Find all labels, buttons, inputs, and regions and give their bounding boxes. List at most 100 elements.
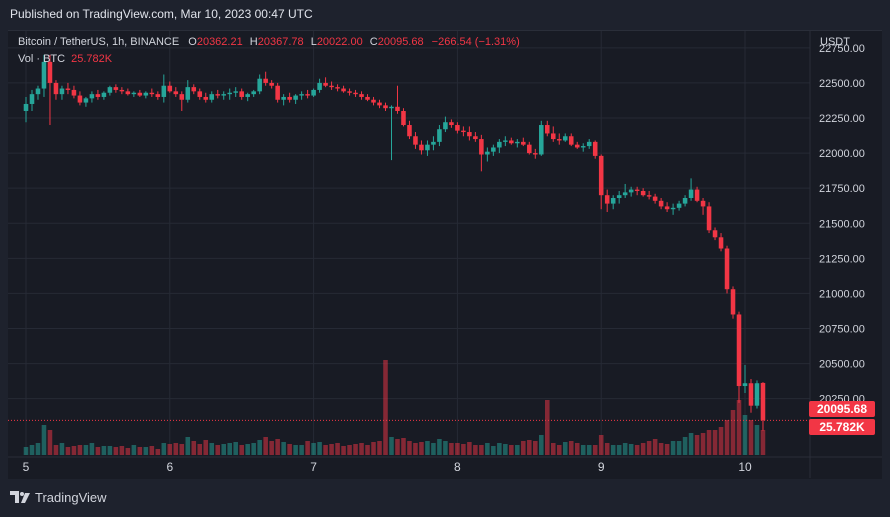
candle-body	[562, 136, 568, 141]
candle-body	[407, 125, 412, 137]
candle-body	[371, 99, 376, 103]
candle-body	[509, 140, 514, 144]
volume-bar	[724, 420, 730, 455]
candle-body	[47, 61, 53, 83]
volume-bar	[670, 441, 676, 455]
volume-bar	[83, 445, 89, 455]
candle-body	[449, 122, 454, 126]
candle-body	[173, 91, 179, 95]
time-tick-label: 7	[310, 460, 317, 474]
volume-bar	[119, 446, 125, 455]
candle-body	[455, 125, 460, 131]
candle-body	[113, 87, 119, 90]
volume-bar	[131, 445, 137, 455]
candle-body	[269, 82, 274, 86]
candle-body	[616, 195, 622, 198]
volume-bar	[101, 446, 107, 455]
high-value: 20367.78	[257, 36, 304, 48]
price-tick-label: 22000.00	[819, 148, 865, 160]
volume-bar	[41, 425, 47, 455]
candle-body	[353, 92, 358, 95]
candle-body	[323, 82, 328, 86]
candle-body	[71, 89, 77, 96]
candle-body	[137, 92, 143, 96]
volume-bar	[287, 444, 292, 455]
price-tick-label: 21250.00	[819, 253, 865, 265]
volume-bar	[658, 443, 664, 455]
volume-bar	[407, 441, 412, 455]
currency-label: USDT	[820, 36, 850, 48]
volume-bar	[646, 441, 652, 455]
price-tick-label: 21750.00	[819, 183, 865, 195]
volume-bar	[263, 437, 268, 455]
candle-body	[383, 105, 388, 109]
candle-body	[185, 87, 191, 100]
candle-body	[652, 196, 658, 201]
volume-bar	[275, 439, 280, 455]
volume-bar	[688, 433, 694, 455]
candle-body	[688, 189, 694, 198]
candle-body	[227, 92, 232, 95]
candle-body	[395, 106, 400, 111]
volume-bar	[305, 441, 310, 455]
candle-body	[425, 144, 430, 151]
volume-bar	[317, 442, 322, 455]
candle-body	[221, 94, 227, 96]
published-caption: Published on TradingView.com, Mar 10, 20…	[10, 7, 313, 21]
volume-bar	[694, 435, 700, 455]
volume-bar	[293, 445, 298, 455]
candle-body	[503, 140, 508, 142]
candle-body	[479, 139, 484, 155]
candle-body	[664, 206, 670, 210]
chart-panel[interactable]	[8, 30, 882, 479]
footer-brand: TradingView	[10, 490, 107, 505]
volume-bar	[580, 445, 586, 455]
volume-bar	[473, 445, 478, 455]
candle-body	[263, 78, 268, 83]
close-value: 20095.68	[377, 36, 424, 48]
candle-body	[389, 106, 394, 109]
candle-body	[149, 92, 155, 95]
candle-body	[317, 82, 322, 90]
volume-bar	[353, 444, 358, 455]
candles	[23, 54, 766, 431]
candle-body	[281, 96, 286, 100]
candle-body	[736, 314, 742, 387]
candle-body	[533, 153, 538, 155]
volume-bar	[161, 443, 167, 455]
volume-bar	[634, 445, 640, 455]
volume-bar	[191, 441, 197, 455]
candle-body	[682, 197, 688, 204]
candle-body	[179, 94, 185, 100]
volume-bar	[425, 441, 430, 455]
volume-bar	[622, 443, 628, 455]
volume-bar	[23, 447, 29, 455]
candle-body	[35, 88, 41, 95]
volume-bar	[736, 400, 742, 455]
volume-bar	[592, 445, 598, 455]
candle-body	[592, 141, 598, 156]
candle-body	[41, 61, 47, 89]
candle-body	[550, 133, 556, 140]
candle-body	[65, 88, 71, 90]
volume-bar	[467, 442, 472, 455]
candle-body	[539, 125, 544, 155]
volume-bar	[706, 430, 712, 455]
volume-bar	[371, 442, 376, 455]
candle-body	[311, 89, 316, 96]
volume-legend: Vol · BTC 25.782K	[18, 53, 112, 65]
candle-body	[197, 91, 203, 97]
candle-body	[760, 382, 766, 421]
candle-body	[377, 102, 382, 106]
high-label: H	[249, 36, 258, 48]
candle-body	[622, 192, 628, 196]
candle-body	[95, 94, 101, 97]
price-tick-label: 20500.00	[819, 359, 865, 371]
candle-body	[437, 129, 442, 142]
candle-body	[203, 96, 209, 100]
candle-body	[676, 203, 682, 208]
volume-bar	[335, 443, 340, 455]
candle-body	[29, 94, 35, 104]
candle-body	[646, 195, 652, 197]
